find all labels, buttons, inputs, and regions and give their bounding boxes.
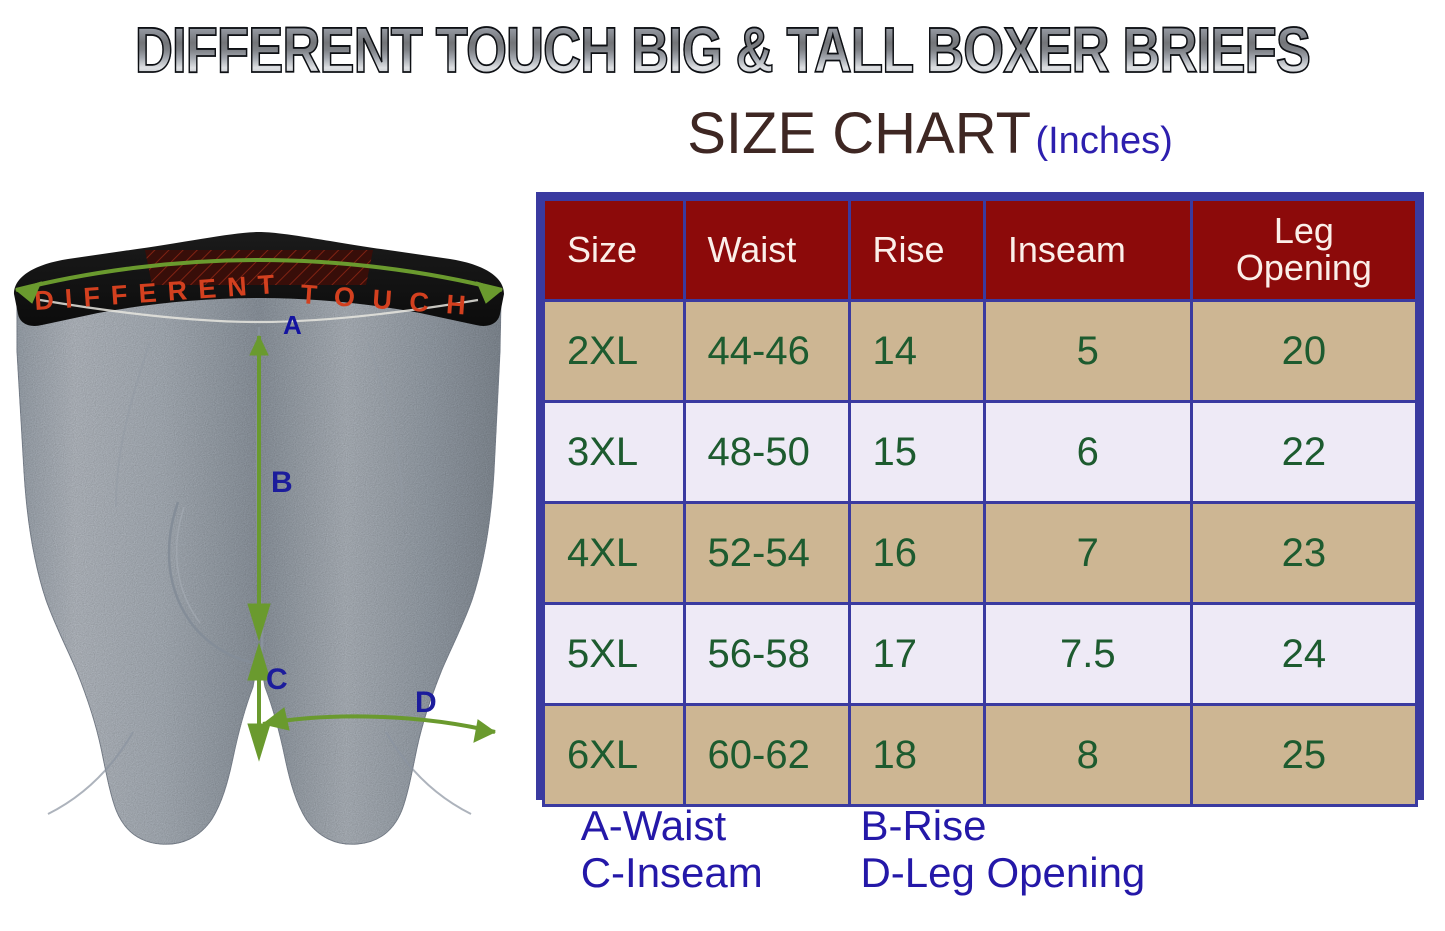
svg-text:A: A bbox=[283, 310, 302, 340]
svg-text:B: B bbox=[271, 466, 293, 499]
svg-text:D: D bbox=[415, 686, 437, 719]
svg-text:C: C bbox=[266, 663, 288, 696]
